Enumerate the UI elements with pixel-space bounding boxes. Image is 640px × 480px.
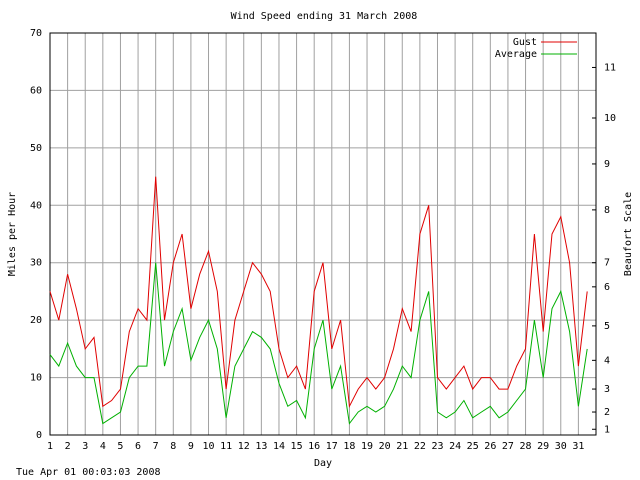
x-tick-label: 9 — [188, 441, 194, 452]
x-tick-label: 24 — [449, 441, 461, 452]
y-tick-label: 70 — [30, 28, 42, 39]
y-tick-label: 10 — [30, 373, 42, 384]
x-tick-label: 7 — [153, 441, 159, 452]
x-tick-label: 23 — [431, 441, 443, 452]
y2-tick-label: 9 — [604, 159, 610, 170]
x-tick-label: 26 — [484, 441, 496, 452]
x-axis-label: Day — [314, 458, 332, 469]
y2-tick-label: 10 — [604, 113, 616, 124]
x-tick-label: 15 — [291, 441, 303, 452]
x-tick-label: 30 — [555, 441, 567, 452]
x-tick-label: 8 — [170, 441, 176, 452]
x-tick-label: 29 — [537, 441, 549, 452]
plot-frame — [49, 32, 597, 436]
x-tick-label: 14 — [273, 441, 285, 452]
series-line — [49, 176, 588, 409]
y2-tick-label: 4 — [604, 355, 610, 366]
x-tick-label: 25 — [467, 441, 479, 452]
legend-label: Average — [495, 49, 537, 60]
y-tick-label: 0 — [36, 430, 42, 441]
x-tick-label: 22 — [414, 441, 426, 452]
series-line — [49, 262, 588, 425]
x-tick-label: 31 — [572, 441, 584, 452]
y2-tick-label: 5 — [604, 321, 610, 332]
x-tick-label: 19 — [361, 441, 373, 452]
x-tick-label: 17 — [326, 441, 338, 452]
x-tick-label: 2 — [65, 441, 71, 452]
x-tick-label: 28 — [520, 441, 532, 452]
x-tick-label: 27 — [502, 441, 514, 452]
x-tick-label: 20 — [379, 441, 391, 452]
x-tick-label: 13 — [255, 441, 267, 452]
chart-title: Wind Speed ending 31 March 2008 — [231, 11, 418, 22]
x-tick-label: 21 — [396, 441, 408, 452]
y2-tick-label: 3 — [604, 384, 610, 395]
x-tick-label: 11 — [220, 441, 232, 452]
x-tick-label: 10 — [202, 441, 214, 452]
y2-tick-label: 2 — [604, 407, 610, 418]
footer: Tue Apr 01 00:03:03 2008 — [16, 467, 161, 478]
y-tick-label: 30 — [30, 258, 42, 269]
x-tick-label: 16 — [308, 441, 320, 452]
y2-tick-label: 1 — [604, 424, 610, 435]
y2-tick-label: 11 — [604, 62, 616, 73]
y-axis-label: Miles per Hour — [7, 192, 18, 276]
y-tick-label: 60 — [30, 85, 42, 96]
y2-axis-label: Beaufort Scale — [623, 192, 634, 276]
y2-tick-label: 8 — [604, 205, 610, 216]
y-tick-label: 50 — [30, 143, 42, 154]
x-tick-label: 4 — [100, 441, 106, 452]
x-tick-label: 1 — [47, 441, 53, 452]
y2-tick-label: 6 — [604, 282, 610, 293]
y-tick-label: 20 — [30, 315, 42, 326]
y2-tick-label: 7 — [604, 258, 610, 269]
legend-label: Gust — [513, 37, 537, 48]
x-tick-label: 12 — [238, 441, 250, 452]
x-tick-label: 3 — [82, 441, 88, 452]
x-tick-label: 5 — [117, 441, 123, 452]
y-tick-label: 40 — [30, 200, 42, 211]
x-tick-label: 18 — [343, 441, 355, 452]
x-tick-label: 6 — [135, 441, 141, 452]
